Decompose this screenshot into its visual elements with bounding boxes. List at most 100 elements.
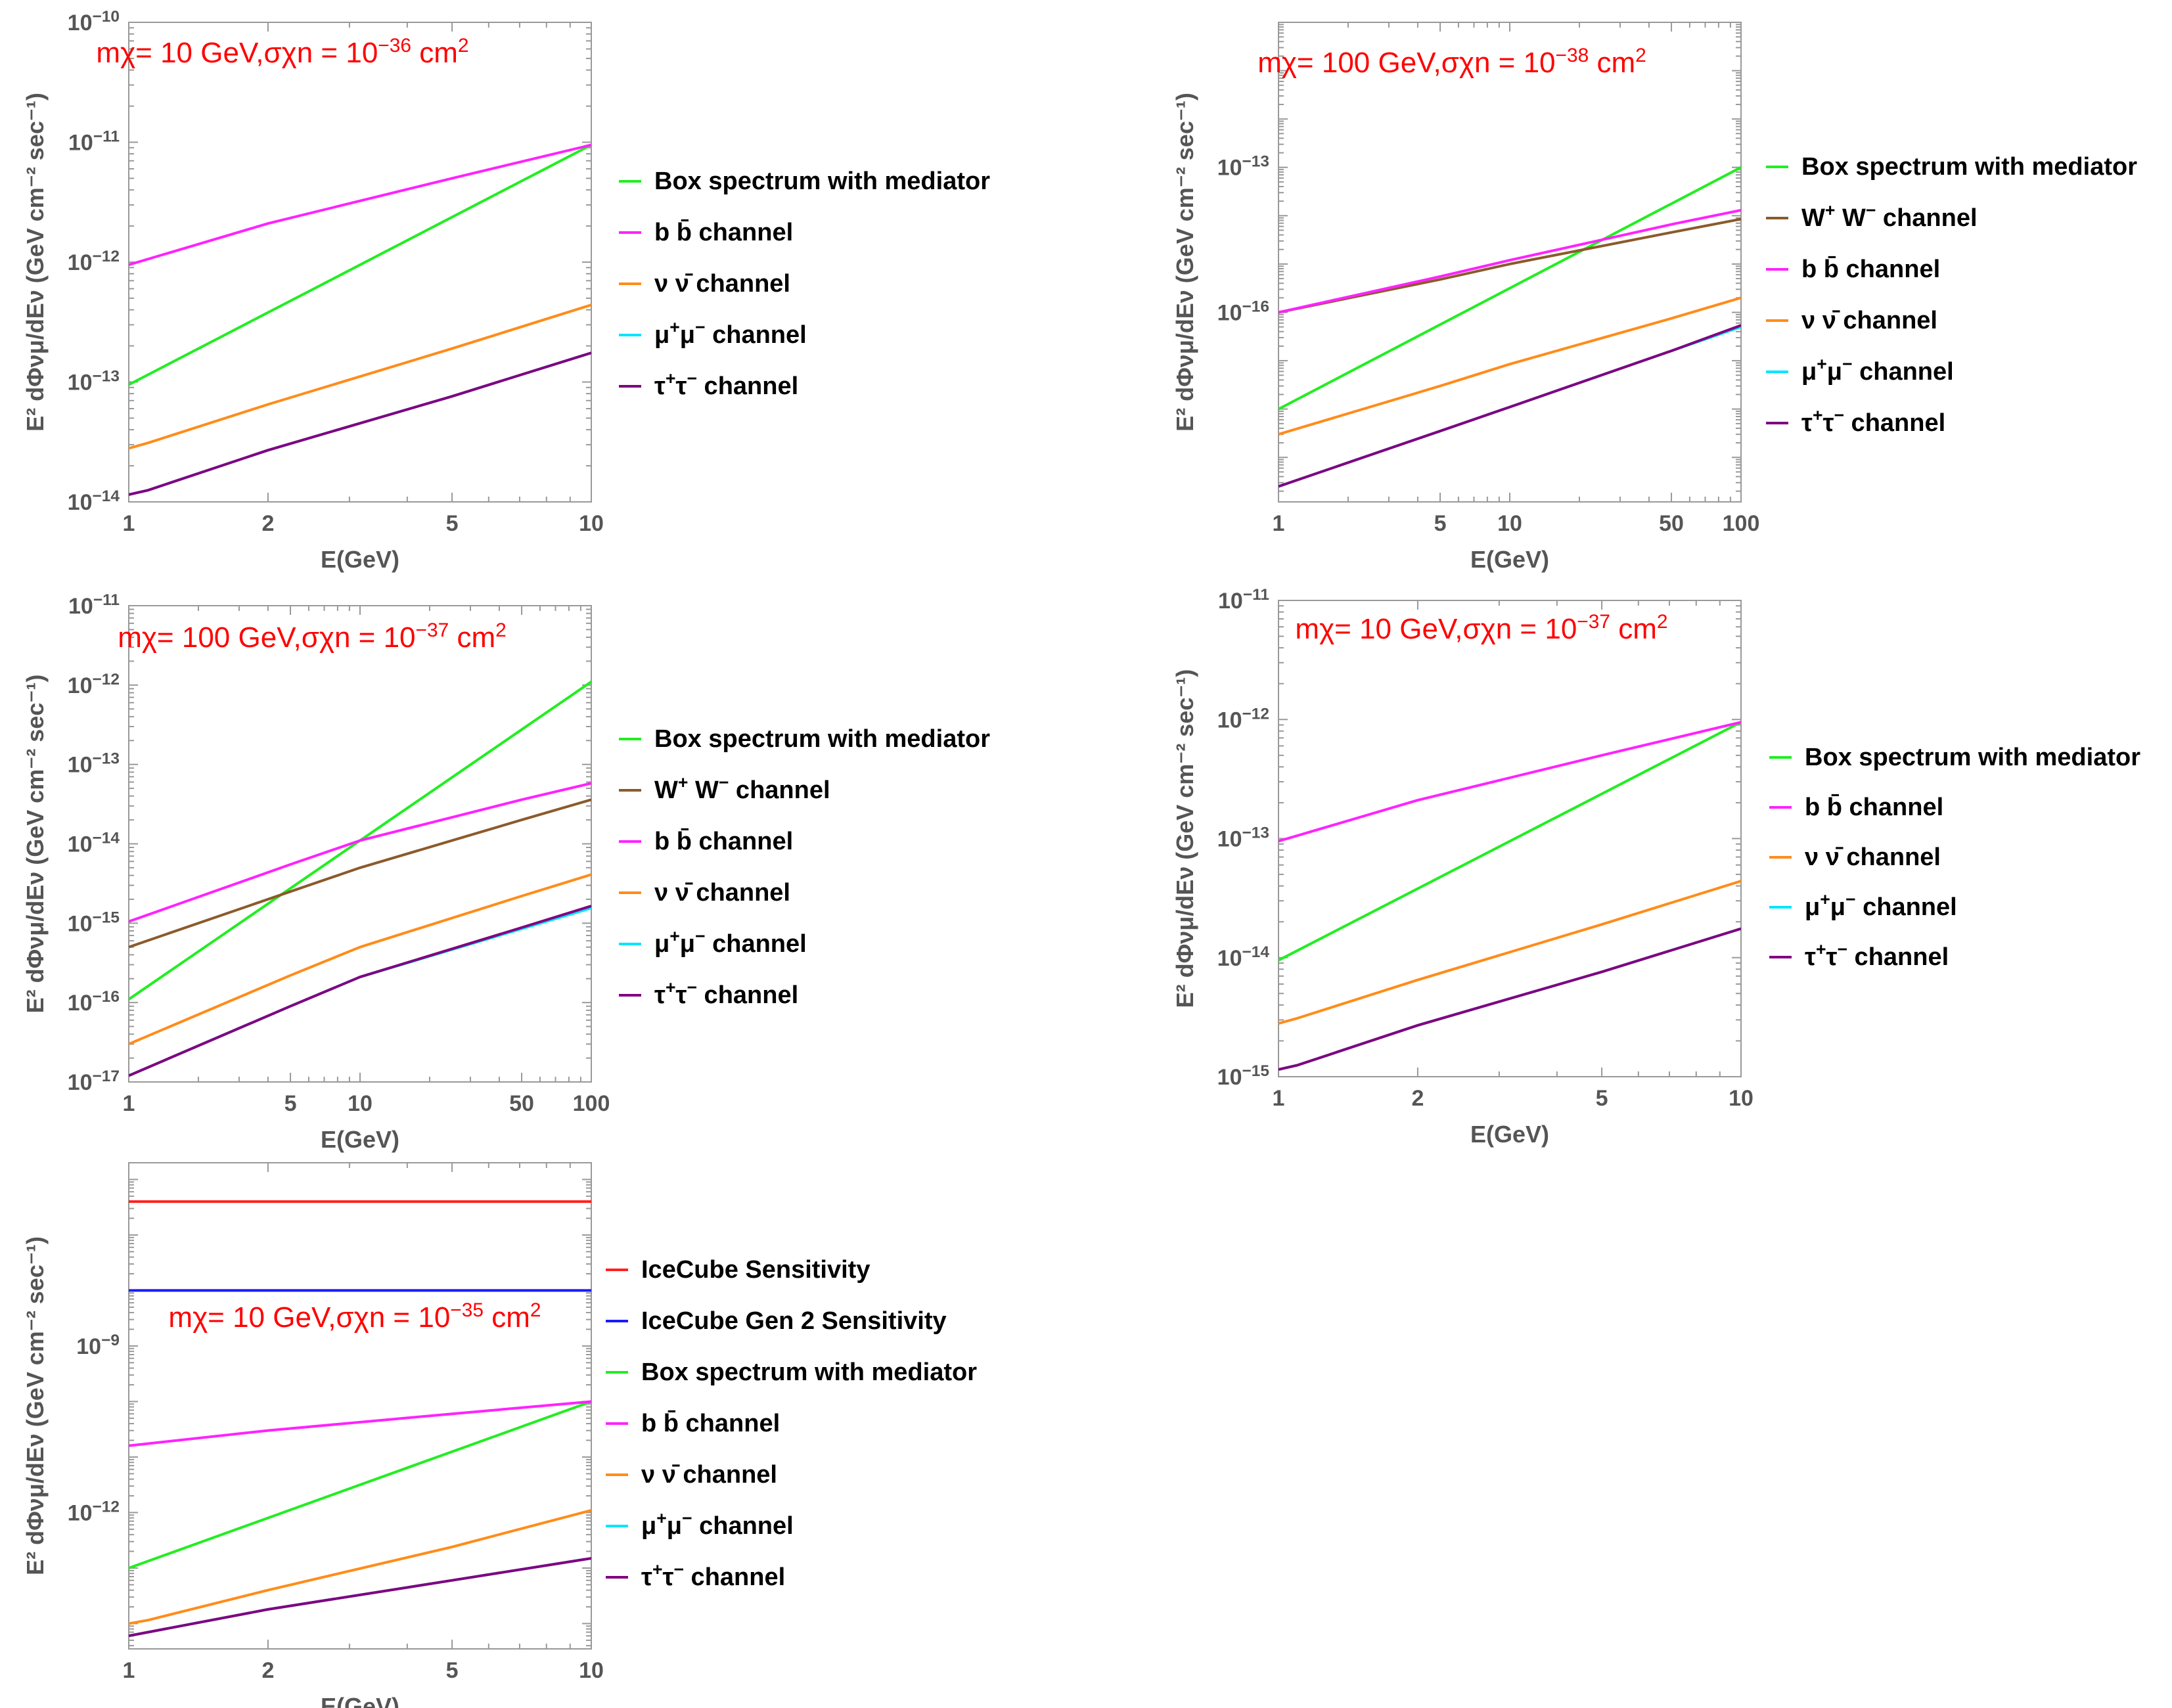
legend-label: τ+τ− channel <box>654 369 798 400</box>
x-tick-label: 10 <box>348 1091 373 1116</box>
legend-label: W+ W− channel <box>1801 200 1978 232</box>
series-line-3 <box>129 1400 591 1447</box>
legend: Box spectrum with mediator W+ W− channel b… <box>619 725 990 1009</box>
x-tick-label: 2 <box>261 1658 274 1683</box>
legend-label: μ+μ− channel <box>654 926 807 958</box>
x-axis-title: E(GeV) <box>1470 1121 1549 1148</box>
series-line-4 <box>129 351 591 496</box>
x-tick-label: 10 <box>579 1658 604 1683</box>
y-axis-title: E² dΦνμ/dEν (GeV cm⁻² sec⁻¹) <box>1171 93 1198 432</box>
x-tick-label: 1 <box>123 1658 135 1683</box>
x-axis-title: E(GeV) <box>321 546 399 573</box>
legend-label: ν ν̄ channel <box>654 270 790 298</box>
x-tick-label: 5 <box>446 1658 459 1683</box>
series-line-0 <box>129 143 591 386</box>
y-tick-label: 10−14 <box>1217 943 1270 971</box>
legend-label: τ+τ− channel <box>641 1560 785 1591</box>
y-axis-title: E² dΦνμ/dEν (GeV cm⁻² sec⁻¹) <box>22 1236 49 1575</box>
y-tick-label: 10−10 <box>68 8 120 36</box>
legend: IceCube Sensitivity IceCube Gen 2 Sensiti… <box>606 1256 977 1591</box>
y-tick-label: 10−12 <box>68 248 120 276</box>
x-tick-label: 50 <box>1659 511 1684 536</box>
series-lines <box>129 681 591 1077</box>
series-lines <box>129 143 591 496</box>
series-line-4 <box>1278 927 1741 1071</box>
y-tick-label: 10−15 <box>1217 1062 1269 1090</box>
y-axis-title: E² dΦνμ/dEν (GeV cm⁻² sec⁻¹) <box>22 675 49 1014</box>
series-lines <box>1278 166 1741 488</box>
legend-label: W+ W− channel <box>654 773 830 804</box>
y-tick-label: 10−13 <box>1217 152 1269 181</box>
series-line-5 <box>1278 324 1741 488</box>
y-tick-label: 10−17 <box>68 1068 120 1096</box>
legend-label: μ+μ− channel <box>654 317 807 349</box>
y-tick-label: 10−13 <box>1217 824 1269 852</box>
series-line-3 <box>1278 296 1741 436</box>
panel-annotation: mχ= 100 GeV,σχn = 10−38 cm2 <box>1257 45 1646 79</box>
legend-label: ν ν̄ channel <box>1805 843 1941 871</box>
series-line-2 <box>1278 208 1741 314</box>
legend: Box spectrum with mediator W+ W− channel b… <box>1766 153 2137 437</box>
series-line-3 <box>129 873 591 1046</box>
x-tick-label: 100 <box>573 1091 610 1116</box>
x-tick-label: 50 <box>509 1091 534 1116</box>
plot-frame <box>1278 22 1742 503</box>
legend-label: b b̄ channel <box>1805 794 1943 821</box>
y-axis-title: E² dΦνμ/dEν (GeV cm⁻² sec⁻¹) <box>1171 669 1198 1008</box>
series-line-0 <box>1278 166 1741 411</box>
legend-label: Box spectrum with mediator <box>654 168 990 195</box>
legend-label: ν ν̄ channel <box>654 879 790 907</box>
y-tick-label: 10−11 <box>1218 586 1269 614</box>
legend-label: IceCube Gen 2 Sensitivity <box>641 1307 947 1335</box>
y-tick-label: 10−14 <box>68 829 120 857</box>
x-tick-label: 10 <box>1497 511 1522 536</box>
y-tick-label: 10−14 <box>68 487 120 516</box>
x-axis-title: E(GeV) <box>321 1126 399 1153</box>
plot-frame <box>1278 600 1742 1077</box>
y-tick-label: 10−12 <box>68 1498 120 1526</box>
x-axis-title: E(GeV) <box>1470 546 1549 573</box>
legend-label: b b̄ channel <box>1801 256 1940 283</box>
plot-frame <box>128 1162 592 1650</box>
x-tick-label: 5 <box>446 511 459 536</box>
legend-label: Box spectrum with mediator <box>1801 153 2137 181</box>
x-tick-label: 10 <box>579 511 604 536</box>
panel-annotation: mχ= 10 GeV,σχn = 10−36 cm2 <box>96 35 468 70</box>
series-line-4 <box>129 1509 591 1625</box>
legend-label: Box spectrum with mediator <box>654 725 990 753</box>
x-tick-label: 5 <box>284 1091 297 1116</box>
chart-panel-bottom-left: 1 2 5 10 10−12 10−9 E(GeV) E² dΦνμ/dEν (GeV cm⁻… <box>22 1162 977 1708</box>
x-tick-label: 1 <box>1273 511 1285 536</box>
legend: Box spectrum with mediator b b̄ channel ν … <box>619 168 990 400</box>
y-tick-label: 10−11 <box>68 591 120 619</box>
x-tick-label: 2 <box>1411 1086 1424 1111</box>
x-tick-label: 5 <box>1596 1086 1608 1111</box>
legend-label: Box spectrum with mediator <box>641 1359 977 1386</box>
legend-label: τ+τ− channel <box>654 978 798 1009</box>
x-tick-label: 1 <box>123 1091 135 1116</box>
plot-frame <box>128 605 592 1083</box>
x-axis-title: E(GeV) <box>321 1693 399 1708</box>
series-line-1 <box>1278 217 1741 314</box>
legend-label: b b̄ channel <box>641 1410 780 1437</box>
x-tick-label: 10 <box>1729 1086 1753 1111</box>
x-tick-label: 1 <box>1273 1086 1285 1111</box>
series-line-4 <box>129 907 591 1077</box>
panel-annotation: mχ= 10 GeV,σχn = 10−35 cm2 <box>168 1299 541 1334</box>
series-line-5 <box>129 905 591 1077</box>
y-tick-label: 10−16 <box>68 988 120 1016</box>
legend-label: Box spectrum with mediator <box>1805 744 2140 771</box>
y-tick-label: 10−12 <box>1217 705 1269 733</box>
legend-label: b b̄ channel <box>654 828 793 855</box>
legend-label: τ+τ− channel <box>1801 405 1945 437</box>
legend-label: ν ν̄ channel <box>641 1461 777 1489</box>
panel-annotation: mχ= 10 GeV,σχn = 10−37 cm2 <box>1295 611 1667 646</box>
chart-panel-middle-left: 1 5 10 50 100 10−17 10−16 10−15 10−14 10−13 10−12 1… <box>22 591 990 1154</box>
legend-label: μ+μ− channel <box>641 1508 794 1540</box>
series-line-2 <box>1278 880 1741 1025</box>
x-tick-label: 1 <box>123 511 135 536</box>
y-tick-label: 10−9 <box>76 1331 120 1359</box>
legend-label: ν ν̄ channel <box>1801 307 1937 334</box>
series-lines <box>129 1200 591 1638</box>
